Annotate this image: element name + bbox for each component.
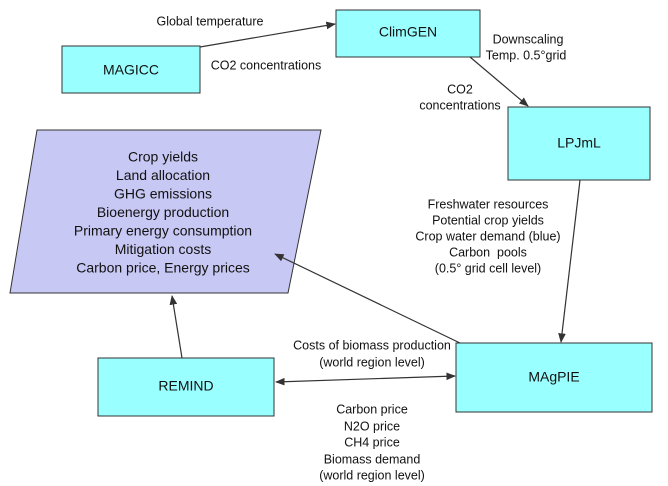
edge-label: Biomass demand [324, 452, 421, 466]
node-label: LPJmL [557, 135, 601, 151]
arrow [275, 372, 456, 386]
output-item: Crop yields [128, 149, 198, 165]
output-item: GHG emissions [114, 186, 212, 202]
edge-label: N2O price [344, 419, 400, 433]
node-label: ClimGEN [379, 24, 437, 40]
node-box [335, 9, 481, 58]
node-box [455, 342, 653, 413]
output-box [9, 129, 322, 294]
edge-label: Costs of biomass production [293, 338, 451, 352]
edge-label: Temp. 0.5°grid [486, 48, 567, 62]
node-box [61, 45, 201, 94]
edge-label: concentrations [419, 98, 500, 112]
edge-label: Global temperature [156, 14, 263, 28]
edge-label: (0.5° grid cell level) [435, 261, 541, 275]
output-item: Bioenergy production [97, 204, 229, 220]
arrow [558, 179, 581, 343]
edge-label: CH4 price [344, 435, 400, 449]
edge-label: Carbon pools [449, 245, 527, 259]
arrow [169, 295, 183, 359]
edge-label: CO2 [447, 82, 473, 96]
output-item: Land allocation [116, 167, 210, 183]
node-label: MAgPIE [528, 369, 579, 385]
arrow [199, 21, 336, 48]
edge-label: Potential crop yields [432, 213, 544, 227]
arrow [274, 253, 461, 344]
arrow [469, 56, 529, 107]
node-box [97, 357, 275, 417]
node-box [507, 106, 651, 181]
edge-label: (world region level) [319, 468, 425, 482]
edge-label: Crop water demand (blue) [415, 229, 560, 243]
output-item: Carbon price, Energy prices [76, 260, 250, 276]
output-item: Primary energy consumption [74, 223, 252, 239]
edge-label: Freshwater resources [428, 197, 549, 211]
output-item: Mitigation costs [115, 241, 211, 257]
edge-label: Carbon price [336, 402, 408, 416]
node-label: MAGICC [103, 62, 159, 78]
edge-label: Downscaling [493, 32, 564, 46]
edge-label: CO2 concentrations [211, 58, 321, 72]
edge-label: (world region level) [319, 355, 425, 369]
node-label: REMIND [158, 378, 213, 394]
